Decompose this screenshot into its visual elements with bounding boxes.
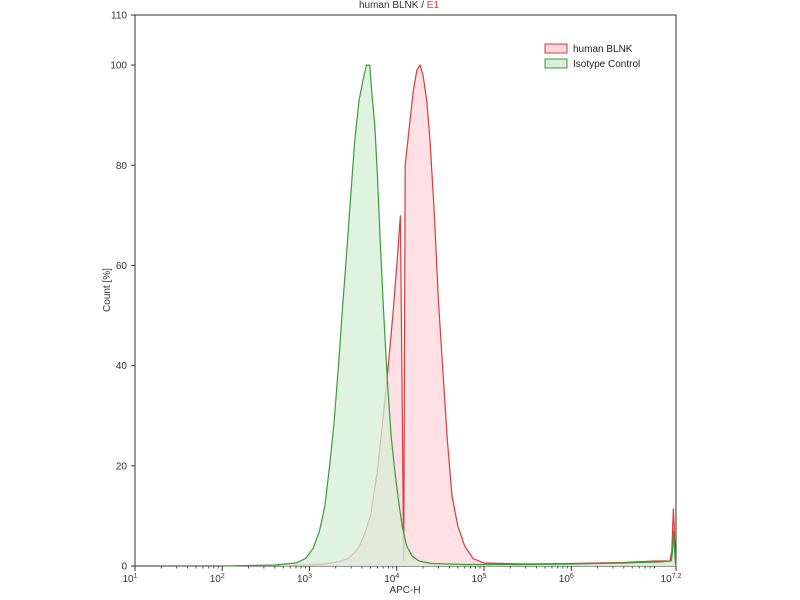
x-tick-label: 101 (122, 573, 137, 585)
chart-title-sample: human BLNK (359, 0, 419, 11)
y-axis: 0 20 40 60 80 100 110 (110, 11, 135, 573)
legend-label-human-blnk: human BLNK (573, 44, 633, 55)
x-tick-label: 106 (559, 573, 574, 585)
series-area-isotype-control (222, 65, 677, 566)
x-axis: 101 102 103 104 105 106 107.2 (122, 566, 682, 585)
x-tick-label: 104 (384, 573, 399, 585)
legend: human BLNK Isotype Control (544, 43, 640, 70)
y-tick-label: 60 (116, 261, 128, 272)
chart-title-tube: E1 (427, 0, 440, 11)
x-axis-label: APC-H (389, 585, 420, 596)
y-tick-label: 110 (111, 11, 127, 22)
y-tick-label: 100 (110, 61, 127, 72)
legend-swatch-human-blnk (544, 43, 568, 54)
y-tick-label: 80 (116, 161, 128, 172)
series-layer (222, 63, 677, 567)
x-tick-label: 105 (472, 573, 487, 585)
x-tick-label: 103 (297, 573, 312, 585)
y-axis-label: Count [%] (102, 268, 113, 312)
x-tick-label: 107.2 (661, 573, 682, 585)
chart-title: human BLNK / E1 (359, 0, 439, 11)
y-tick-label: 40 (116, 361, 128, 372)
chart-title-separator: / (418, 0, 426, 11)
series-line-isotype-control (222, 64, 677, 567)
y-tick-label: 20 (116, 461, 128, 472)
y-tick-label: 0 (121, 562, 127, 573)
x-tick-label: 102 (210, 573, 225, 585)
legend-label-isotype-control: Isotype Control (573, 59, 640, 70)
legend-swatch-isotype-control (544, 58, 568, 69)
